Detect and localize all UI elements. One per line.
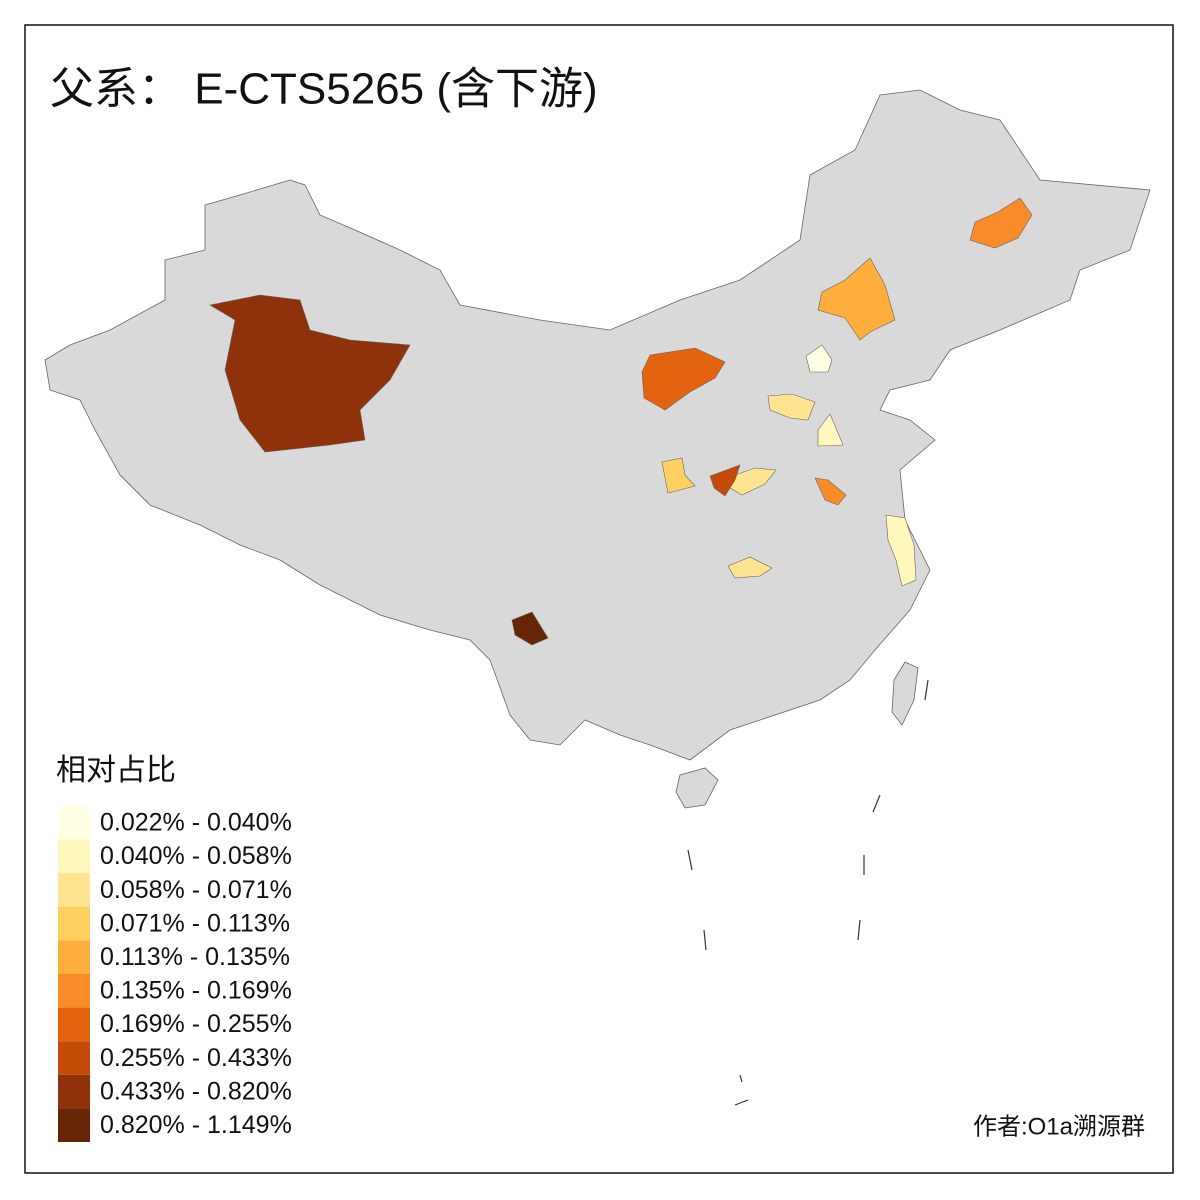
legend-swatch [58, 906, 90, 941]
region [727, 556, 773, 579]
legend-label: 0.433% - 0.820% [100, 1077, 292, 1105]
region [661, 457, 696, 494]
legend-label: 0.071% - 0.113% [100, 909, 290, 937]
mainland [44, 89, 1151, 761]
region [817, 257, 896, 341]
legend-swatch [58, 873, 90, 907]
region [814, 477, 847, 506]
legend-swatch [58, 1041, 90, 1075]
taiwan [891, 661, 919, 726]
frame [24, 24, 1174, 1174]
legend-swatch [58, 1007, 90, 1042]
basemap [44, 89, 1151, 809]
region [511, 611, 549, 646]
region [805, 344, 833, 373]
region [817, 413, 844, 447]
region [641, 347, 726, 411]
legend: 0.022% - 0.040% 0.040% - 0.058% 0.058% - 0… [58, 806, 292, 1142]
region [709, 464, 741, 497]
legend-title: 相对占比 [56, 754, 176, 787]
hainan [675, 767, 719, 809]
region [209, 294, 411, 453]
legend-swatch [58, 974, 90, 1008]
legend-label: 0.022% - 0.040% [100, 809, 292, 837]
regions [209, 197, 1033, 646]
legend-label: 0.135% - 0.169% [100, 977, 292, 1005]
region [885, 514, 917, 587]
legend-label: 0.169% - 0.255% [100, 1010, 292, 1038]
legend-label: 0.255% - 0.433% [100, 1044, 292, 1072]
legend-label: 0.820% - 1.149% [100, 1111, 292, 1139]
map-title: 父系： E-CTS5265 (含下游) [50, 65, 598, 114]
region [969, 197, 1033, 249]
credit: 作者:O1a溯源群 [973, 1113, 1145, 1140]
legend-swatch [58, 1108, 90, 1142]
islands [687, 679, 929, 1106]
legend-swatch [58, 1074, 90, 1109]
legend-swatch [58, 839, 90, 874]
legend-label: 0.058% - 0.071% [100, 876, 292, 904]
legend-swatch [58, 940, 90, 974]
legend-label: 0.113% - 0.135% [100, 943, 290, 971]
legend-swatch [58, 806, 90, 840]
region [767, 393, 816, 421]
legend-label: 0.040% - 0.058% [100, 842, 292, 870]
